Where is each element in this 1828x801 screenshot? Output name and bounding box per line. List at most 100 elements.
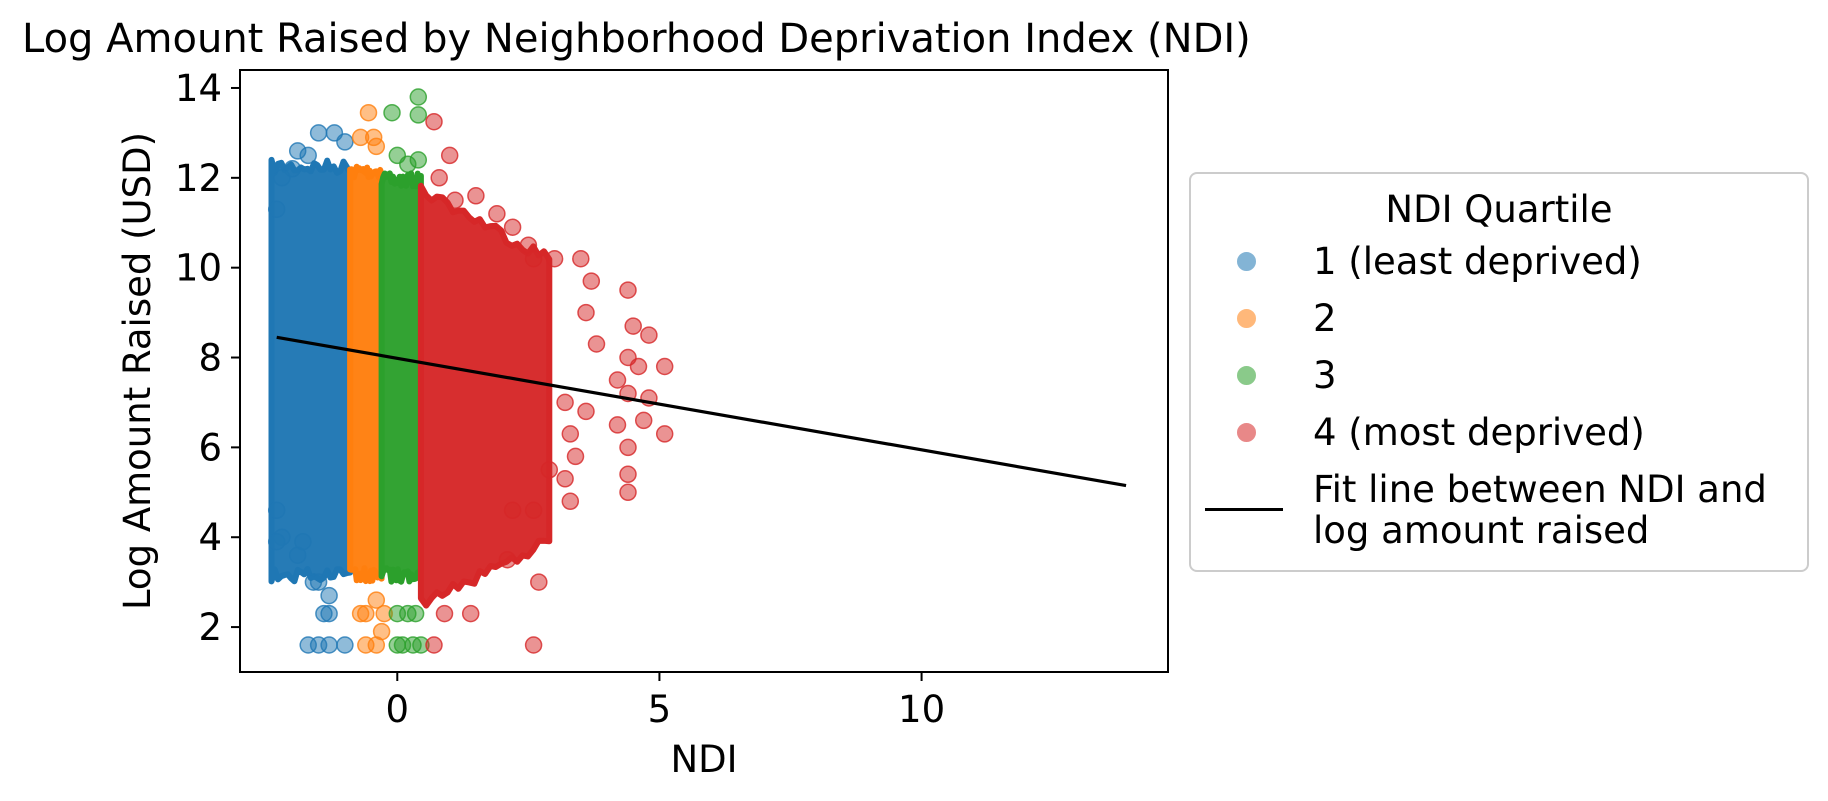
y-tick-label: 14 xyxy=(175,67,222,110)
scatter-point-q1 xyxy=(320,586,338,605)
scatter-point-q3 xyxy=(383,103,401,122)
scatter-point-q4 xyxy=(440,146,459,165)
scatter-point-q2 xyxy=(367,591,386,609)
scatter-point-q2 xyxy=(357,604,375,623)
scatter-point-q4 xyxy=(619,483,637,502)
density-bands xyxy=(268,156,553,609)
scatter-point-q4 xyxy=(545,249,564,268)
scatter-point-q4 xyxy=(608,416,627,434)
legend-label-q1: 1 (least deprived) xyxy=(1313,240,1642,283)
legend-title: NDI Quartile xyxy=(1385,188,1613,231)
legend-item-q4: 4 (most deprived) xyxy=(1191,407,1807,457)
scatter-point-q1 xyxy=(336,133,354,151)
scatter-point-q1 xyxy=(267,501,286,520)
scatter-point-q2 xyxy=(367,137,386,156)
scatter-point-q4 xyxy=(435,604,454,623)
density-band-2 xyxy=(347,163,385,585)
scatter-point-q4 xyxy=(640,326,658,344)
density-band-1 xyxy=(268,156,354,585)
legend-marker-q3 xyxy=(1237,366,1256,385)
scatter-point-q4 xyxy=(655,425,674,443)
axes: 0 5 10 2 4 6 8 10 12 14 xyxy=(175,67,1169,731)
legend-item-q2: 2 xyxy=(1191,293,1807,343)
scatter-point-q4 xyxy=(619,281,637,299)
y-tick-label: 12 xyxy=(175,157,222,200)
scatter-point-q1 xyxy=(299,146,317,165)
scatter-point-q4 xyxy=(619,465,637,484)
scatter-point-q4 xyxy=(577,402,595,421)
scatter-point-q4 xyxy=(582,272,601,290)
scatter-point-q1 xyxy=(336,636,354,654)
scatter-point-q4 xyxy=(655,357,674,376)
scatter-point-q4 xyxy=(619,438,637,457)
density-band-4 xyxy=(417,182,553,609)
scatter-point-q1 xyxy=(309,573,328,591)
scatter-point-q1 xyxy=(294,532,312,551)
scatter-point-q4 xyxy=(587,335,606,353)
scatter-point-q4 xyxy=(503,218,522,236)
y-tick-label: 4 xyxy=(198,516,222,559)
scatter-point-q4 xyxy=(446,191,464,210)
scatter-points xyxy=(267,88,674,654)
y-axis-label: Log Amount Raised (USD) xyxy=(116,132,159,610)
scatter-point-q4 xyxy=(498,550,517,569)
legend-label-q2: 2 xyxy=(1313,297,1337,340)
scatter-point-q1 xyxy=(273,169,291,187)
fit-line-layer xyxy=(276,335,1127,488)
scatter-point-q4 xyxy=(561,425,580,443)
scatter-point-q1 xyxy=(267,200,286,219)
scatter-point-q3 xyxy=(406,604,425,623)
scatter-point-q4 xyxy=(425,636,443,654)
scatter-point-q4 xyxy=(488,205,506,223)
legend-marker-q2 xyxy=(1237,309,1256,328)
x-tick-label: 0 xyxy=(386,688,410,731)
x-tick-label: 5 xyxy=(648,688,672,731)
scatter-point-q4 xyxy=(634,411,653,430)
scatter-point-q4 xyxy=(524,636,543,654)
legend-item-fit-line: Fit line between NDI and log amount rais… xyxy=(1191,464,1807,551)
scatter-point-q4 xyxy=(524,249,543,268)
scatter-point-q3 xyxy=(409,88,428,106)
scatter-point-q4 xyxy=(572,249,590,268)
scatter-point-q4 xyxy=(524,501,543,520)
scatter-point-q1 xyxy=(309,124,328,142)
legend-item-q1: 1 (least deprived) xyxy=(1191,236,1807,286)
x-axis-label: NDI xyxy=(670,738,737,781)
legend-label-fit-line: Fit line between NDI and log amount rais… xyxy=(1313,468,1767,552)
scatter-point-q3 xyxy=(409,151,428,169)
scatter-point-q4 xyxy=(566,447,585,466)
scatter-point-q4 xyxy=(540,461,559,479)
y-tick-label: 6 xyxy=(198,426,222,469)
scatter-point-q4 xyxy=(577,303,595,322)
chart-title: Log Amount Raised by Neighborhood Depriv… xyxy=(22,16,1251,62)
scatter-point-q4 xyxy=(430,169,448,187)
y-tick-label: 10 xyxy=(175,247,222,290)
scatter-point-q2 xyxy=(359,103,378,122)
legend-item-q3: 3 xyxy=(1191,350,1807,400)
legend-marker-q1 xyxy=(1237,252,1256,271)
scatter-point-q4 xyxy=(461,604,480,623)
scatter-point-q4 xyxy=(561,492,580,511)
scatter-point-q4 xyxy=(608,371,627,389)
plot-frame xyxy=(239,69,1169,673)
x-tick-label: 10 xyxy=(898,688,945,731)
scatter-point-q1 xyxy=(320,604,338,623)
fit-line xyxy=(276,335,1127,488)
legend: NDI Quartile 1 (least deprived) 2 3 4 (m… xyxy=(1189,172,1809,572)
scatter-point-q4 xyxy=(467,187,485,205)
scatter-point-q1 xyxy=(320,636,338,654)
scatter-point-q1 xyxy=(267,532,286,551)
y-tick-label: 2 xyxy=(198,606,222,649)
legend-line-swatch xyxy=(1205,508,1283,511)
legend-label-q3: 3 xyxy=(1313,354,1337,397)
scatter-point-q2 xyxy=(372,622,391,641)
scatter-point-q4 xyxy=(556,470,574,488)
scatter-point-q4 xyxy=(425,112,443,131)
scatter-point-q4 xyxy=(556,393,574,412)
scatter-point-q4 xyxy=(624,317,642,335)
legend-label-q4: 4 (most deprived) xyxy=(1313,411,1645,454)
scatter-point-q4 xyxy=(629,357,648,376)
density-band-3 xyxy=(378,170,424,585)
